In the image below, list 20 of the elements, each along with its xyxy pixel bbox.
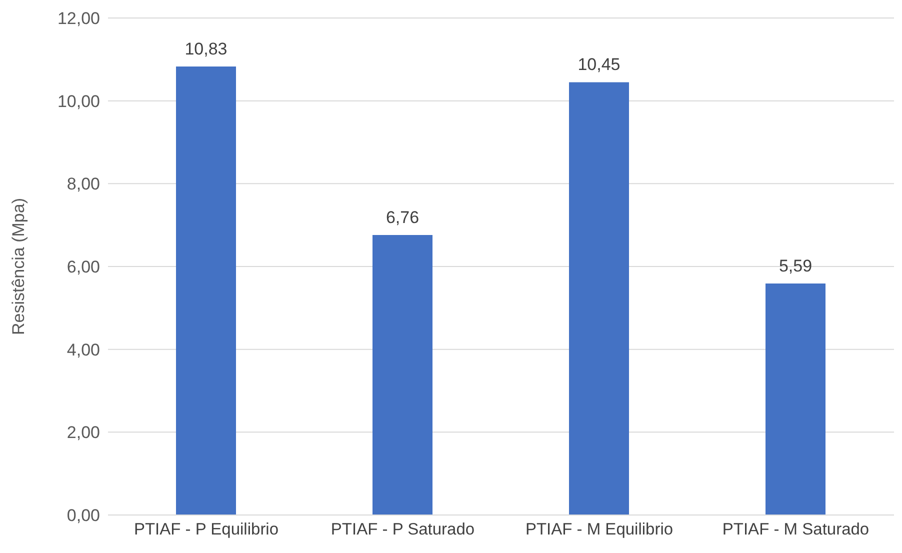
data-label: 10,45 [578, 55, 620, 74]
bar [372, 235, 432, 515]
y-tick-label: 4,00 [66, 340, 100, 360]
data-label: 6,76 [386, 208, 420, 228]
y-tick-label: 10,00 [57, 92, 100, 111]
y-tick-label: 6,00 [66, 258, 100, 277]
y-tick-label: 8,00 [66, 174, 100, 194]
x-tick-label: PTIAF - M Saturado [722, 520, 870, 539]
bar [176, 66, 236, 515]
x-tick-label: PTIAF - M Equilibrio [525, 520, 674, 539]
bar [766, 283, 826, 515]
x-tick-label: PTIAF - P Equilibrio [134, 520, 279, 539]
bar [569, 82, 629, 515]
data-label: 5,59 [778, 256, 812, 276]
data-label: 10,83 [184, 39, 228, 58]
y-axis-title: Resistência (Mpa) [9, 198, 28, 335]
y-tick-label: 2,00 [66, 423, 100, 442]
y-tick-label: 12,00 [57, 9, 100, 28]
x-tick-label: PTIAF - P Saturado [330, 520, 475, 539]
y-tick-label: 0,00 [66, 506, 100, 526]
